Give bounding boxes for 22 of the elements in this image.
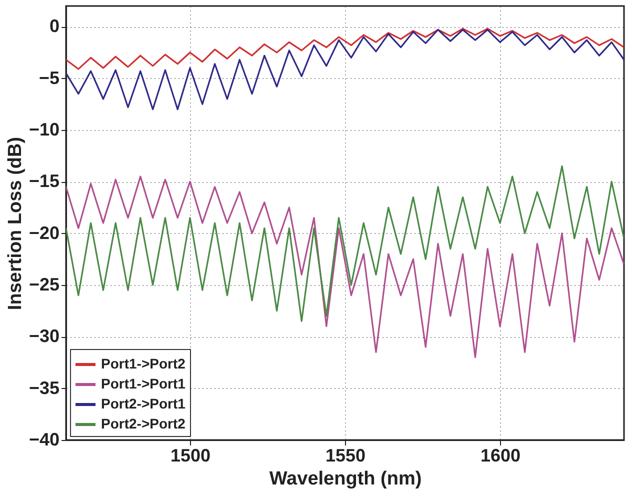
y-tick-label: −5 xyxy=(38,68,60,88)
legend-label: Port1->Port2 xyxy=(101,356,186,372)
line-series xyxy=(66,165,624,322)
y-tick-label: −15 xyxy=(28,171,60,192)
y-tick-label: −40 xyxy=(28,430,60,450)
x-tick-label: 1550 xyxy=(325,446,366,466)
y-tick-label: 0 xyxy=(49,16,60,36)
y-tick-label: −25 xyxy=(28,274,60,294)
x-axis-title: Wavelength (nm) xyxy=(269,468,422,490)
y-tick-label: −20 xyxy=(28,222,60,243)
legend-label: Port1->Port1 xyxy=(101,376,186,392)
legend-label: Port2->Port2 xyxy=(101,416,186,432)
x-tick-label: 1500 xyxy=(170,446,211,466)
legend-label: Port2->Port1 xyxy=(101,396,186,412)
line-series xyxy=(66,28,624,110)
line-series xyxy=(66,28,624,70)
y-tick-label: −10 xyxy=(28,120,60,140)
y-axis-title: Insertion Loss (dB) xyxy=(4,136,26,310)
y-tick-label: −35 xyxy=(28,378,60,398)
line-series xyxy=(66,176,624,358)
x-tick-label: 1600 xyxy=(480,446,521,466)
y-tick-label: −30 xyxy=(28,326,60,346)
